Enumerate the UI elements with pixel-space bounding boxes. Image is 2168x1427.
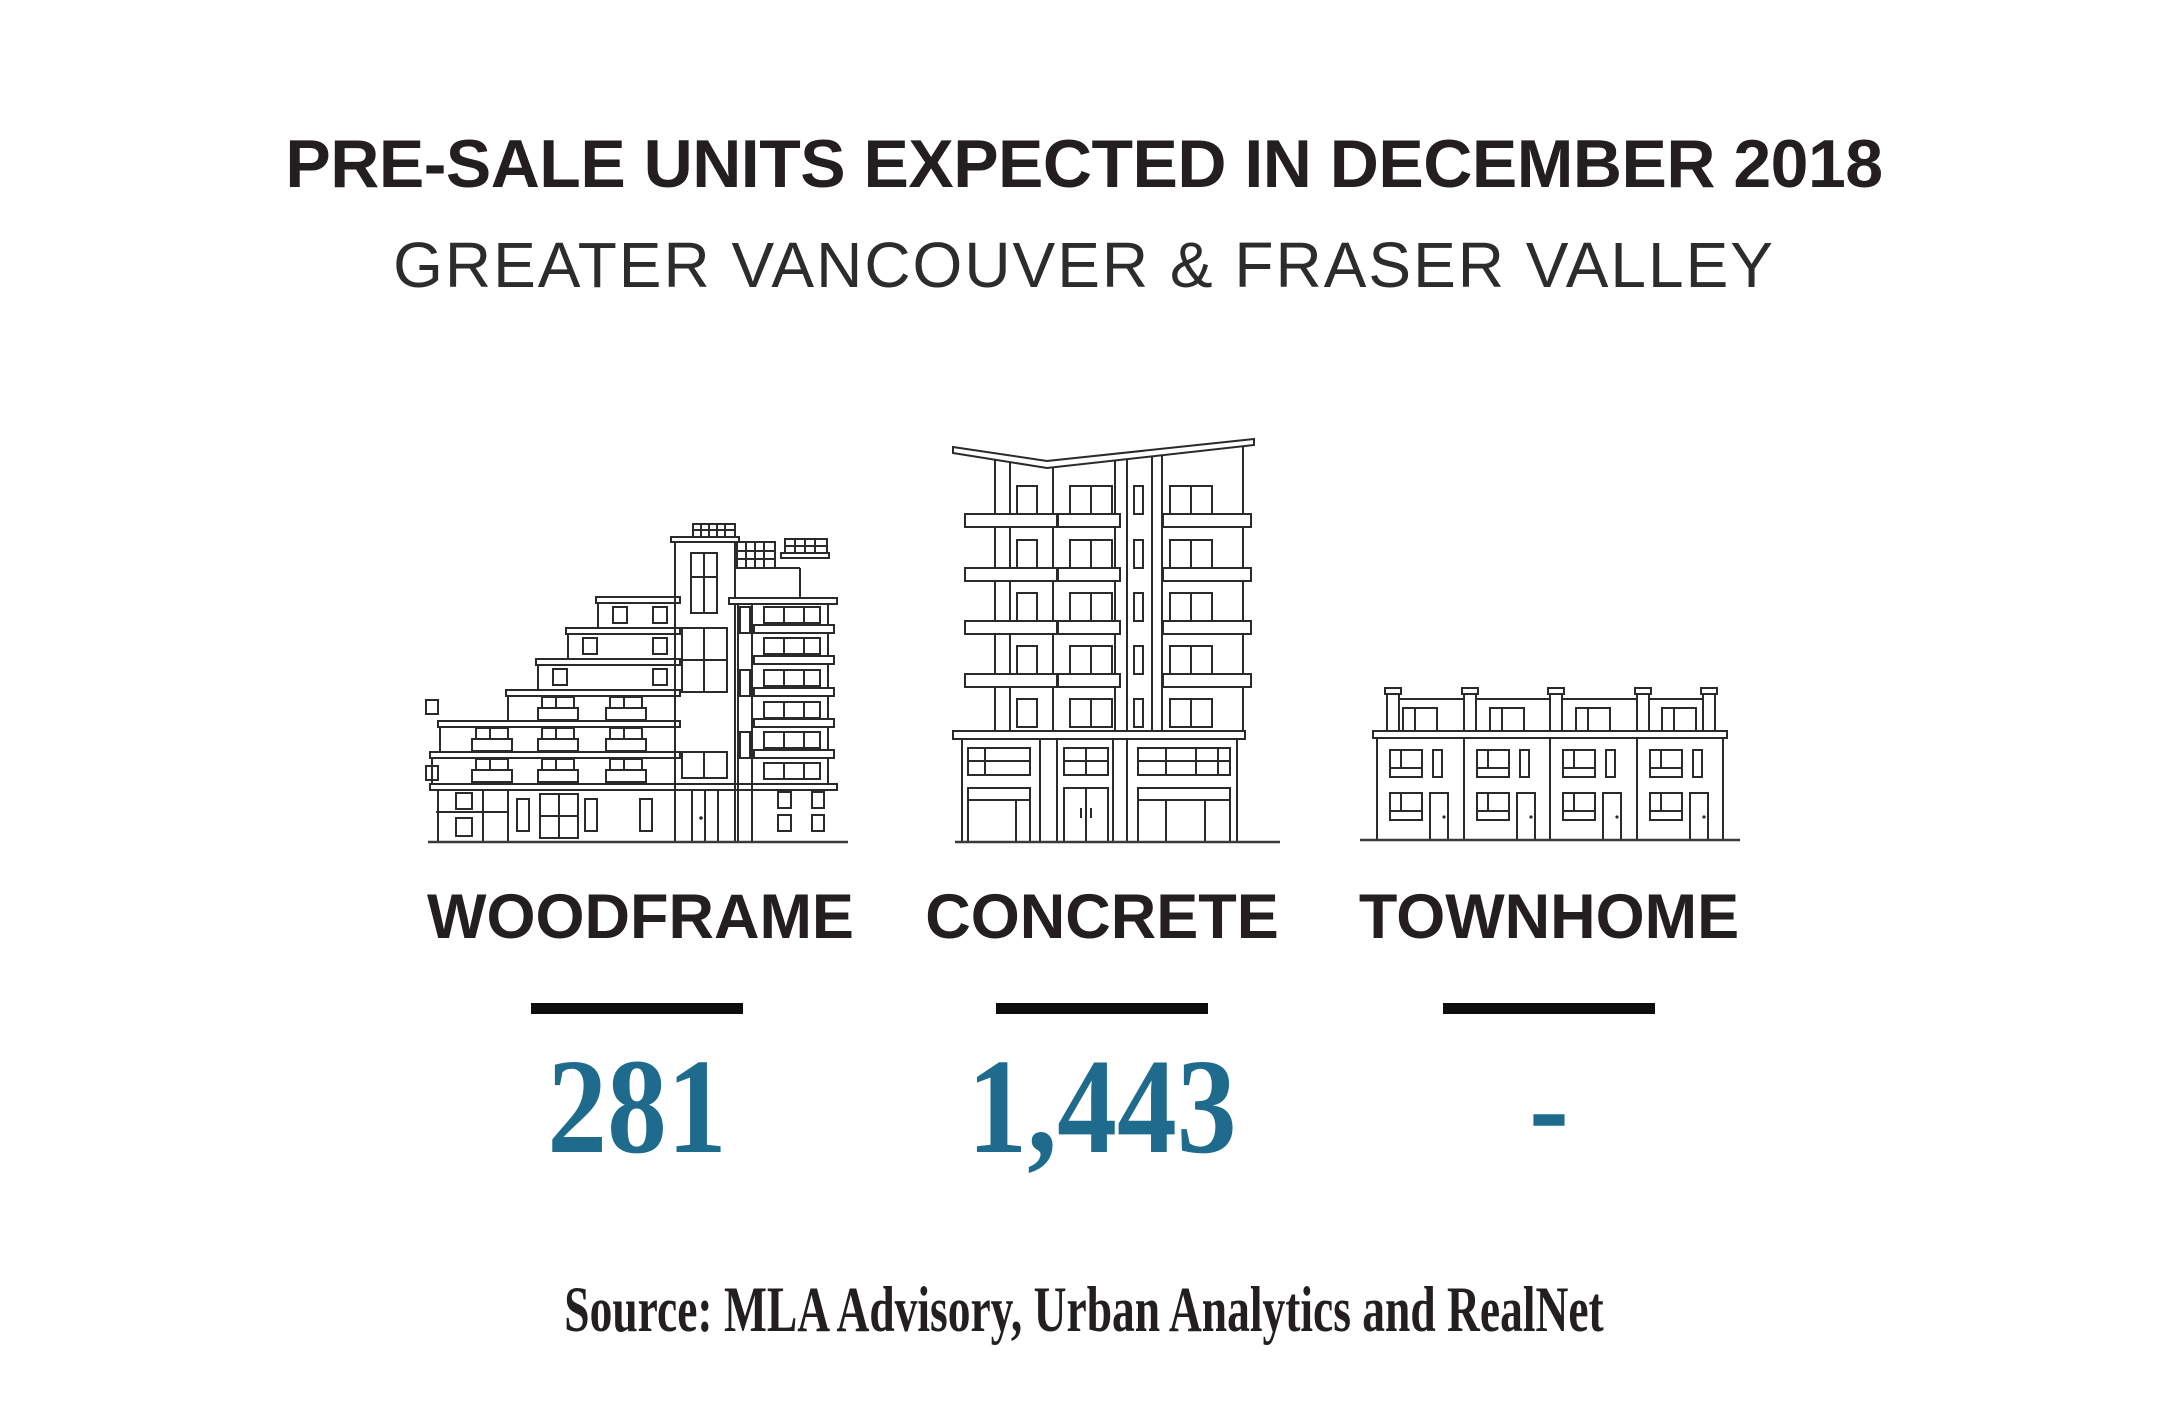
source-attribution: Source: MLA Advisory, Urban Analytics an… xyxy=(564,1274,1604,1346)
concrete-podium xyxy=(952,730,1246,843)
category-label-woodframe: WOODFRAME xyxy=(427,882,854,952)
concrete-building-icon xyxy=(952,437,1280,844)
woodframe-building-icon xyxy=(425,523,848,844)
townhome-units xyxy=(1376,737,1724,841)
divider-bar-woodframe xyxy=(531,1003,743,1014)
page-title: PRE-SALE UNITS EXPECTED IN DECEMBER 2018 xyxy=(285,126,1883,202)
concrete-tower xyxy=(952,437,1255,731)
page-subtitle: GREATER VANCOUVER & FRASER VALLEY xyxy=(393,229,1775,301)
woodframe-stepped-terraces xyxy=(425,596,681,784)
category-label-concrete: CONCRETE xyxy=(925,882,1279,952)
townhome-roof-deck xyxy=(1372,687,1728,739)
category-label-townhome: TOWNHOME xyxy=(1358,882,1740,952)
concrete-v-roof xyxy=(952,437,1255,470)
value-concrete: 1,443 xyxy=(967,1032,1237,1182)
divider-bar-concrete xyxy=(996,1003,1208,1014)
value-woodframe: 281 xyxy=(547,1032,727,1182)
value-townhome: - xyxy=(1529,1032,1569,1182)
divider-bar-townhome xyxy=(1443,1003,1655,1014)
woodframe-center-tower xyxy=(670,523,740,843)
woodframe-ground-floor xyxy=(429,783,838,842)
woodframe-right-wing xyxy=(728,538,838,842)
townhome-building-icon xyxy=(1360,687,1740,842)
